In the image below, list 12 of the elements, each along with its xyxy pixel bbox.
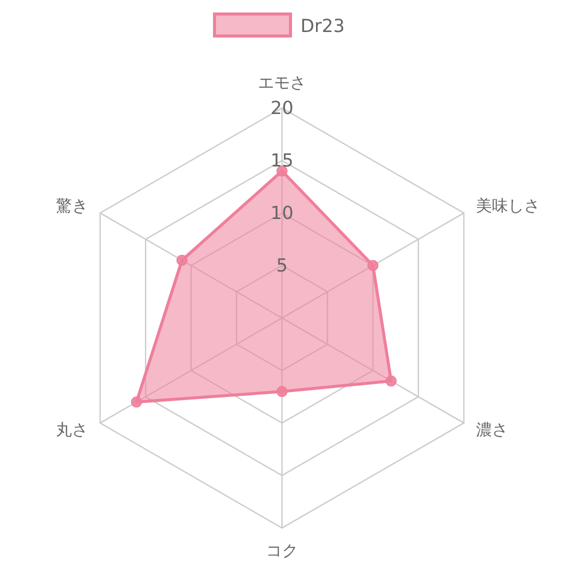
- category-label: 丸さ: [56, 420, 88, 439]
- tick-label: 5: [276, 256, 288, 276]
- category-label: 驚き: [56, 196, 88, 215]
- legend-label: Dr23: [300, 16, 345, 37]
- tick-label: 15: [270, 150, 294, 172]
- tick-label: 20: [270, 98, 294, 119]
- category-label: 美味しさ: [476, 196, 540, 215]
- category-label: エモさ: [258, 73, 306, 92]
- category-label: 濃さ: [476, 420, 508, 439]
- tick-label: 10: [270, 203, 294, 224]
- legend: Dr23: [213, 12, 345, 38]
- category-label: コク: [266, 541, 298, 560]
